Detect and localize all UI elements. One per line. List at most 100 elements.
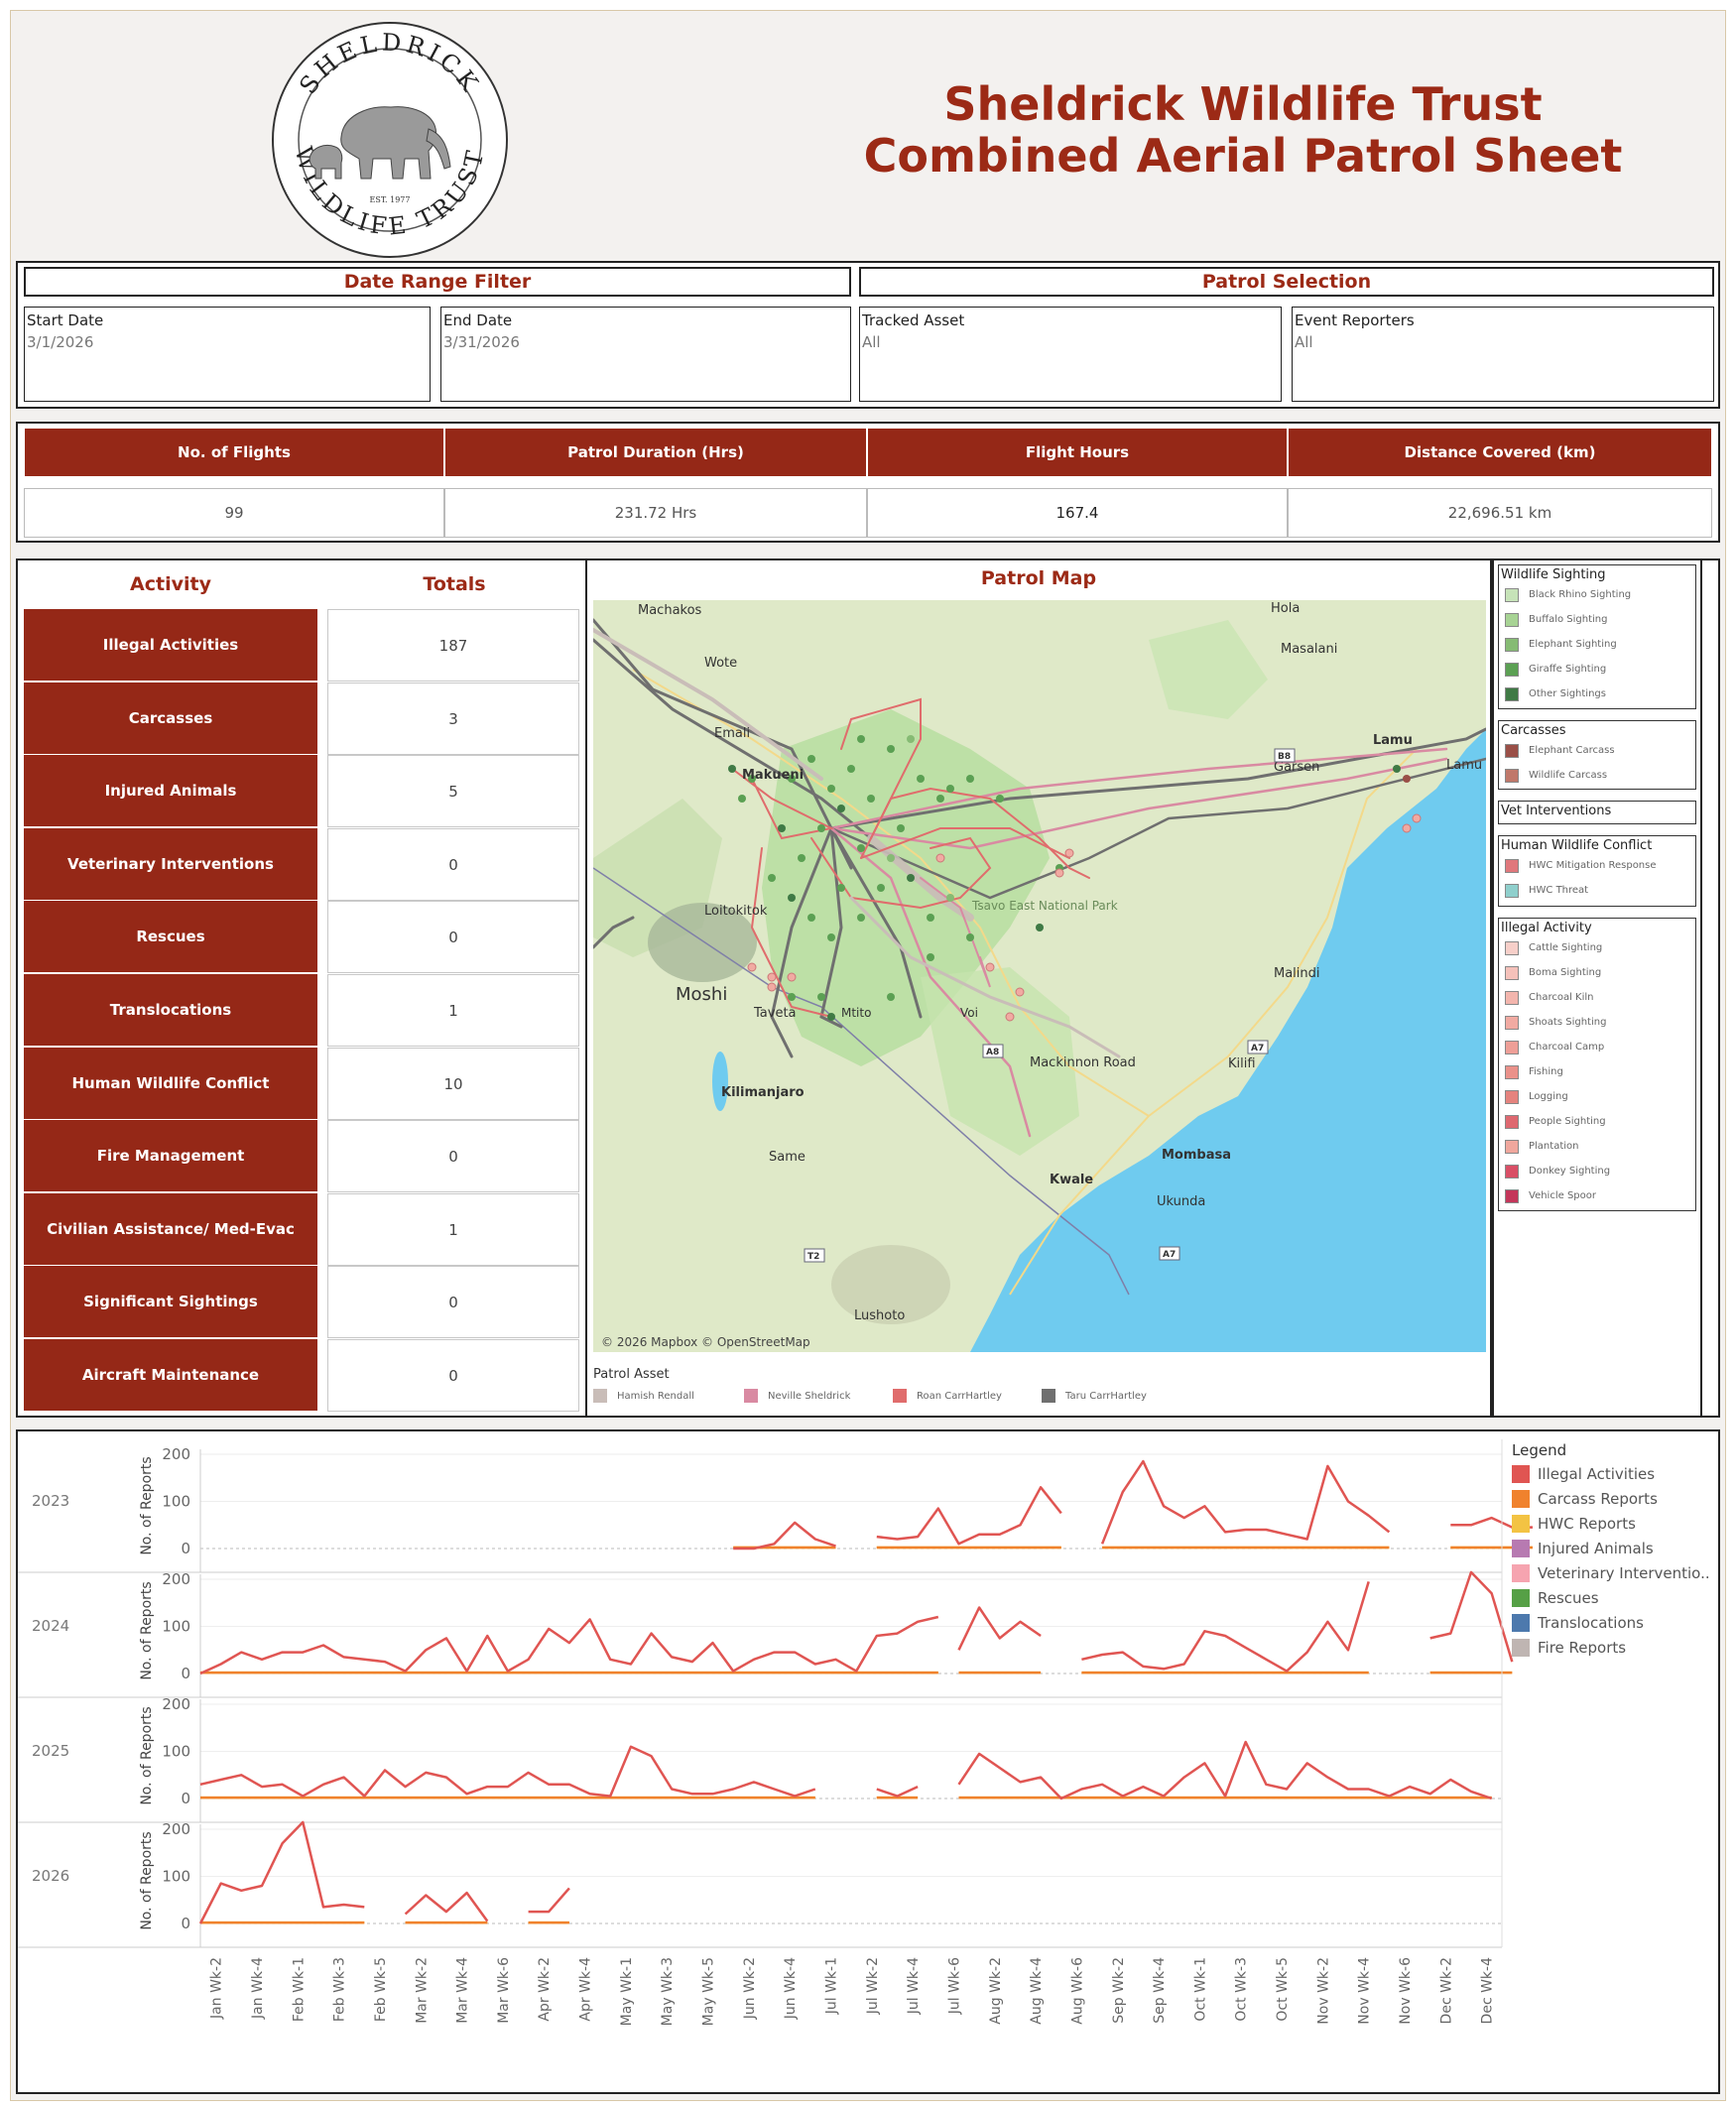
y-tick-label: 200 (162, 1695, 190, 1713)
map-legend-item[interactable]: Charcoal Camp (1501, 1035, 1693, 1059)
x-tick-label: May Wk-3 (660, 1957, 676, 2026)
map-legend-item[interactable]: Shoats Sighting (1501, 1010, 1693, 1035)
asset-label: Hamish Rendall (617, 1390, 694, 1402)
map-legend-item[interactable]: Vehicle Spoor (1501, 1183, 1693, 1208)
place-malindi: Malindi (1274, 966, 1320, 981)
place-machakos: Machakos (638, 603, 702, 618)
legend-swatch (1505, 1164, 1519, 1178)
activity-label: Significant Sightings (24, 1266, 317, 1338)
start-date-value[interactable]: 3/1/2026 (27, 333, 94, 351)
page-title-line1: Sheldrick Wildlife Trust (943, 77, 1543, 131)
kpi-flight-hours-label: Flight Hours (867, 428, 1288, 477)
y-tick-label: 100 (162, 1618, 190, 1636)
place-lushoto: Lushoto (854, 1308, 905, 1323)
legend-swatch (1512, 1614, 1530, 1632)
y-tick-label: 100 (162, 1868, 190, 1886)
legend-swatch (1505, 883, 1519, 898)
map-border (593, 867, 1130, 1296)
map-park-north (1149, 620, 1268, 719)
map-legend-item-label: Charcoal Camp (1529, 1042, 1605, 1053)
asset-item-neville[interactable]: Neville Sheldrick (744, 1389, 893, 1403)
map-legend-group-title: Vet Interventions (1501, 804, 1612, 818)
asset-item-taru[interactable]: Taru CarrHartley (1042, 1389, 1190, 1403)
asset-item-hamish[interactable]: Hamish Rendall (593, 1389, 744, 1403)
place-emali: Emali (714, 726, 750, 741)
map-legend-item-label: People Sighting (1529, 1116, 1606, 1127)
x-tick-label: Mar Wk-2 (414, 1957, 430, 2024)
end-date-filter[interactable]: End Date 3/31/2026 (440, 307, 851, 402)
timeseries-panel: 200 100 0 No. of Reports 2023 200 100 0 No. of R… (16, 1429, 1720, 2094)
asset-label: Neville Sheldrick (768, 1390, 851, 1402)
map-legend-item[interactable]: Wildlife Carcass (1501, 763, 1693, 788)
activity-total: 0 (327, 1339, 579, 1412)
timeseries-legend-item[interactable]: Carcass Reports (1538, 1490, 1658, 1508)
place-mtito: Mtito (841, 1006, 871, 1020)
map-legend-group: Illegal Activity Cattle Sighting Boma Sigh… (1498, 918, 1696, 1211)
map-legend-item[interactable]: Black Rhino Sighting (1501, 582, 1693, 607)
activity-label: Civilian Assistance/ Med-Evac (24, 1193, 317, 1266)
map-mountain-usambara (831, 1245, 950, 1324)
map-legend-item[interactable]: Boma Sighting (1501, 960, 1693, 985)
event-reporters-value[interactable]: All (1295, 333, 1313, 351)
activity-label: Illegal Activities (24, 609, 317, 682)
timeseries-legend-item[interactable]: Fire Reports (1538, 1639, 1626, 1657)
activity-total: 0 (327, 1266, 579, 1338)
end-date-value[interactable]: 3/31/2026 (443, 333, 520, 351)
legend-swatch (1512, 1540, 1530, 1557)
map-road-south (1009, 1115, 1150, 1296)
asset-label: Taru CarrHartley (1065, 1390, 1147, 1402)
patrol-asset-legend: Hamish Rendall Neville Sheldrick Roan Ca… (593, 1389, 1486, 1403)
map-legend-item[interactable]: Elephant Sighting (1501, 632, 1693, 657)
timeseries-legend-item[interactable]: Illegal Activities (1538, 1465, 1655, 1483)
y-axis-label: No. of Reports (139, 1456, 155, 1554)
event-reporters-filter[interactable]: Event Reporters All (1292, 307, 1714, 402)
map-legend-item[interactable]: Buffalo Sighting (1501, 607, 1693, 632)
start-date-filter[interactable]: Start Date 3/1/2026 (24, 307, 431, 402)
tracked-asset-value[interactable]: All (862, 333, 881, 351)
map-legend-item[interactable]: Other Sightings (1501, 682, 1693, 706)
legend-swatch (1505, 662, 1519, 677)
map-legend-item[interactable]: HWC Threat (1501, 878, 1693, 903)
x-tick-label: May Wk-5 (701, 1957, 717, 2026)
map-legend-item[interactable]: Plantation (1501, 1134, 1693, 1159)
place-lamu-town: Lamu (1446, 758, 1482, 773)
timeseries-legend-item[interactable]: Rescues (1538, 1589, 1599, 1607)
legend-swatch (1505, 686, 1519, 701)
legend-swatch (1505, 743, 1519, 758)
timeseries-legend-item[interactable]: Veterinary Interventio.. (1538, 1564, 1710, 1582)
place-kilimanjaro: Kilimanjaro (721, 1085, 805, 1100)
map-legend-item[interactable]: Elephant Carcass (1501, 738, 1693, 763)
x-tick-label: Nov Wk-2 (1315, 1957, 1331, 2025)
y-tick-label: 200 (162, 1820, 190, 1838)
patrol-map[interactable]: Machakos Wote Emali Makueni Loitokitok M… (593, 600, 1486, 1352)
map-legend-item[interactable]: Charcoal Kiln (1501, 985, 1693, 1010)
map-legend-item[interactable]: Cattle Sighting (1501, 935, 1693, 960)
legend-swatch (1505, 858, 1519, 873)
map-legend-item[interactable]: Giraffe Sighting (1501, 657, 1693, 682)
road-shield-a7-south-box (1159, 1246, 1180, 1261)
timeseries-legend-item[interactable]: Injured Animals (1538, 1540, 1654, 1557)
timeseries-legend-item[interactable]: Translocations (1537, 1614, 1644, 1632)
asset-item-roan[interactable]: Roan CarrHartley (893, 1389, 1042, 1403)
legend-swatch (1505, 768, 1519, 783)
road-shield-t2: T2 (807, 1252, 819, 1262)
map-legend-item[interactable]: HWC Mitigation Response (1501, 853, 1693, 878)
map-legend-item[interactable]: People Sighting (1501, 1109, 1693, 1134)
timeseries-legend-item[interactable]: HWC Reports (1538, 1515, 1636, 1533)
map-legend-item[interactable]: Logging (1501, 1084, 1693, 1109)
activity-label: Injured Animals (24, 755, 317, 827)
series-line-illegal-activities (199, 1615, 939, 1675)
legend-swatch (1505, 1139, 1519, 1154)
timeseries-chart[interactable]: 200 100 0 No. of Reports 2023 200 100 0 No. of R… (18, 1431, 1722, 2096)
map-svg[interactable]: Machakos Wote Emali Makueni Loitokitok M… (593, 600, 1486, 1352)
x-tick-label: Oct Wk-5 (1275, 1957, 1291, 2022)
map-legend-item[interactable]: Donkey Sighting (1501, 1159, 1693, 1183)
map-attribution: © 2026 Mapbox © OpenStreetMap (601, 1335, 810, 1349)
activity-column-header: Activity (130, 573, 211, 595)
x-tick-label: Oct Wk-3 (1234, 1957, 1250, 2022)
kpi-distance-label: Distance Covered (km) (1288, 428, 1712, 477)
series-line-illegal-activities (199, 1745, 816, 1798)
tracked-asset-filter[interactable]: Tracked Asset All (859, 307, 1282, 402)
map-legend-item[interactable]: Fishing (1501, 1059, 1693, 1084)
road-shield-b8-box (1274, 748, 1296, 763)
